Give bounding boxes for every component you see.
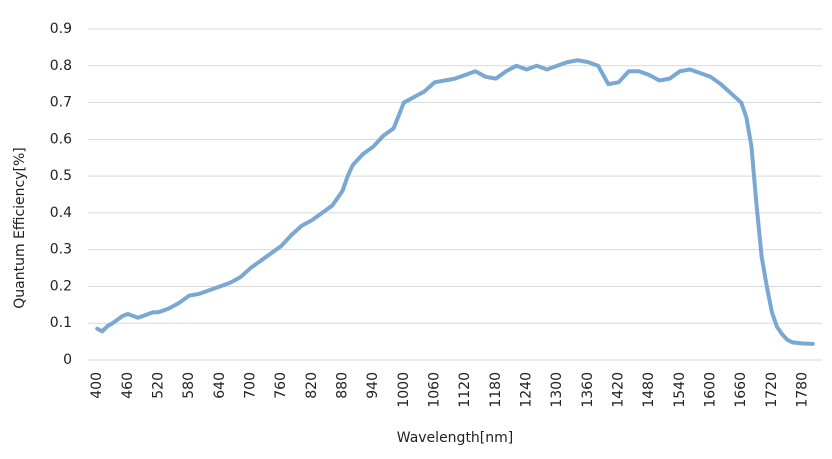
x-tick-label: 1720: [764, 372, 780, 408]
x-tick-label: 1420: [611, 372, 627, 408]
x-tick-label: 1360: [580, 372, 596, 408]
x-tick-label: 880: [335, 372, 351, 399]
y-tick-label: 0.3: [50, 242, 72, 258]
x-tick-label: 1180: [488, 372, 504, 408]
x-tick-label: 640: [212, 372, 228, 399]
x-tick-label: 1660: [733, 372, 749, 408]
y-tick-label: 0.2: [50, 278, 72, 294]
x-tick-label: 1300: [549, 372, 565, 408]
x-tick-label: 1600: [703, 372, 719, 408]
x-tick-label: 1060: [427, 372, 443, 408]
y-tick-label: 0.7: [50, 95, 72, 111]
y-tick-label: 0.1: [50, 315, 72, 331]
y-tick-label: 0: [63, 352, 72, 368]
data-line: [95, 58, 815, 346]
x-tick-label: 1240: [519, 372, 535, 408]
y-axis-label: Quantum Efficiency[%]: [12, 147, 28, 308]
x-tick-label: 760: [273, 372, 289, 399]
x-axis-label: Wavelength[nm]: [397, 430, 513, 446]
x-tick-label: 820: [304, 372, 320, 399]
y-tick-label: 0.9: [50, 21, 72, 37]
x-tick-label: 1480: [641, 372, 657, 408]
y-tick-label: 0.4: [50, 205, 72, 221]
x-tick-label: 700: [243, 372, 259, 399]
x-tick-label: 1000: [396, 372, 412, 408]
x-tick-label: 1540: [672, 372, 688, 408]
y-tick-label: 0.6: [50, 131, 72, 147]
x-tick-label: 940: [365, 372, 381, 399]
x-tick-label: 520: [151, 372, 167, 399]
x-tick-label: 1120: [457, 372, 473, 408]
x-tick-label: 580: [181, 372, 197, 399]
y-tick-label: 0.8: [50, 58, 72, 74]
y-tick-label: 0.5: [50, 168, 72, 184]
x-tick-label: 400: [89, 372, 105, 399]
x-tick-label: 1780: [795, 372, 811, 408]
x-tick-label: 460: [120, 372, 136, 399]
